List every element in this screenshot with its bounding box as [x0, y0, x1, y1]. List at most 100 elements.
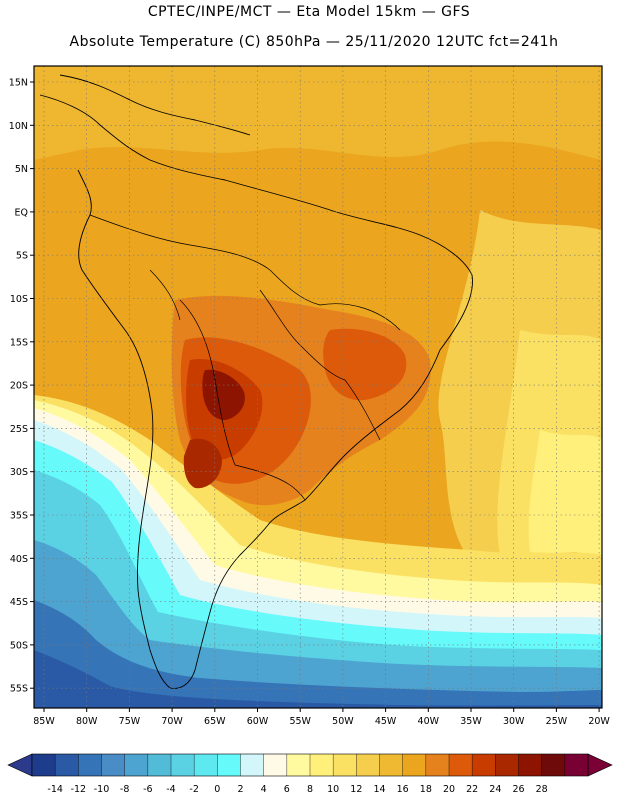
legend-label: 14	[373, 784, 385, 795]
field-band-blue1	[34, 540, 602, 708]
legend-swatch	[147, 754, 172, 776]
field-band-blue2	[34, 600, 602, 708]
legend-label: 6	[284, 784, 290, 795]
map-subtitle: Absolute Temperature (C) 850hPa — 25/11/…	[69, 34, 559, 50]
lon-label: 20W	[588, 716, 610, 727]
border-3	[234, 464, 306, 501]
lon-label: 35W	[460, 716, 482, 727]
legend-swatch	[564, 754, 589, 776]
lat-label: 35S	[10, 511, 28, 522]
map-frame	[33, 65, 603, 709]
lon-label: 65W	[204, 716, 226, 727]
legend-swatch	[541, 754, 566, 776]
coast-main	[39, 94, 473, 689]
color-legend: -14 -12 -10 -8 -6 -4 -2 0 2 4 6 8 10 12 14 16 18 20 22 24 26…	[7, 753, 613, 795]
map-title: CPTEC/INPE/MCT — Eta Model 15km — GFS	[147, 4, 471, 20]
lon-label: 55W	[289, 716, 311, 727]
lon-label: 50W	[332, 716, 354, 727]
field-hot-5	[202, 369, 245, 420]
legend-swatch	[449, 754, 473, 776]
lon-label: 45W	[375, 716, 397, 727]
legend-swatch	[124, 754, 149, 776]
legend-label: -4	[166, 784, 175, 795]
legend-label: 16	[397, 784, 409, 795]
field-east-pale	[528, 430, 602, 555]
legend-label: -10	[94, 784, 110, 795]
legend-label: 12	[350, 784, 362, 795]
coastline	[39, 74, 473, 689]
legend-swatch	[286, 754, 311, 776]
legend-swatch	[495, 754, 519, 776]
legend-label: 20	[443, 784, 455, 795]
lat-label: 25S	[10, 424, 28, 435]
legend-swatch	[217, 754, 241, 776]
legend-arrow-left	[7, 753, 33, 777]
legend-swatch	[55, 754, 79, 776]
legend-swatch	[240, 754, 264, 776]
lat-label: 20S	[10, 381, 28, 392]
legend-swatch	[402, 754, 427, 776]
lat-label: 15S	[10, 337, 28, 348]
legend-label: -8	[120, 784, 129, 795]
legend-label: 8	[307, 784, 313, 795]
legend-label: 26	[512, 784, 524, 795]
graticule	[34, 66, 602, 708]
legend-label: 18	[420, 784, 432, 795]
legend-label: 10	[327, 784, 339, 795]
lon-label: 70W	[161, 716, 183, 727]
legend-swatch	[518, 754, 542, 776]
legend-swatch	[78, 754, 102, 776]
lat-label: 5N	[15, 164, 28, 175]
border-4	[259, 289, 346, 381]
lat-label: 50S	[10, 640, 28, 651]
border-5	[149, 269, 181, 321]
lat-label: 55S	[10, 684, 28, 695]
border-1	[89, 214, 321, 306]
lon-label: 80W	[76, 716, 98, 727]
temperature-field	[34, 66, 602, 708]
lat-label: 40S	[10, 554, 28, 565]
legend-swatch	[356, 754, 380, 776]
lon-label: 60W	[247, 716, 269, 727]
legend-swatch	[101, 754, 125, 776]
lat-label: 30S	[10, 467, 28, 478]
lat-label: 15N	[9, 78, 28, 89]
legend-swatch	[379, 754, 403, 776]
lon-label: 85W	[33, 716, 55, 727]
legend-arrow-right	[587, 753, 613, 777]
lat-label: EQ	[15, 207, 28, 218]
legend-swatch	[194, 754, 218, 776]
latitude-labels: 15N 10N 5N EQ 5S 10S 15S 20S 25S 30S 35S 40S 45S 50S 5…	[9, 78, 34, 695]
legend-swatch	[263, 754, 288, 776]
legend-label: 2	[237, 784, 243, 795]
legend-swatch	[310, 754, 334, 776]
legend-label: -6	[143, 784, 152, 795]
lat-label: 10S	[10, 294, 28, 305]
lat-label: 5S	[16, 251, 28, 262]
lon-label: 75W	[119, 716, 141, 727]
field-north-band	[34, 66, 602, 160]
longitude-labels: 85W 80W 75W 70W 65W 60W 55W 50W 45W 40W 35W 30W 25W 2…	[33, 708, 610, 727]
legend-swatch	[472, 754, 496, 776]
legend-label: -2	[189, 784, 198, 795]
legend-label: 0	[214, 784, 220, 795]
field-hot-6	[183, 438, 222, 489]
legend-label: 22	[466, 784, 478, 795]
legend-label: 28	[536, 784, 548, 795]
lat-label: 45S	[10, 597, 28, 608]
coast-central-america	[59, 74, 251, 136]
legend-label: -14	[47, 784, 63, 795]
border-7	[319, 303, 401, 331]
legend-swatch	[171, 754, 195, 776]
border-6	[344, 379, 381, 441]
legend-label: -12	[71, 784, 87, 795]
legend-label: 24	[489, 784, 501, 795]
field-band-blue3	[34, 650, 602, 708]
legend-swatch	[425, 754, 450, 776]
legend-swatch	[333, 754, 357, 776]
border-2	[179, 299, 236, 466]
borders	[89, 214, 401, 501]
legend-swatch	[32, 754, 56, 776]
lat-label: 10N	[9, 121, 28, 132]
